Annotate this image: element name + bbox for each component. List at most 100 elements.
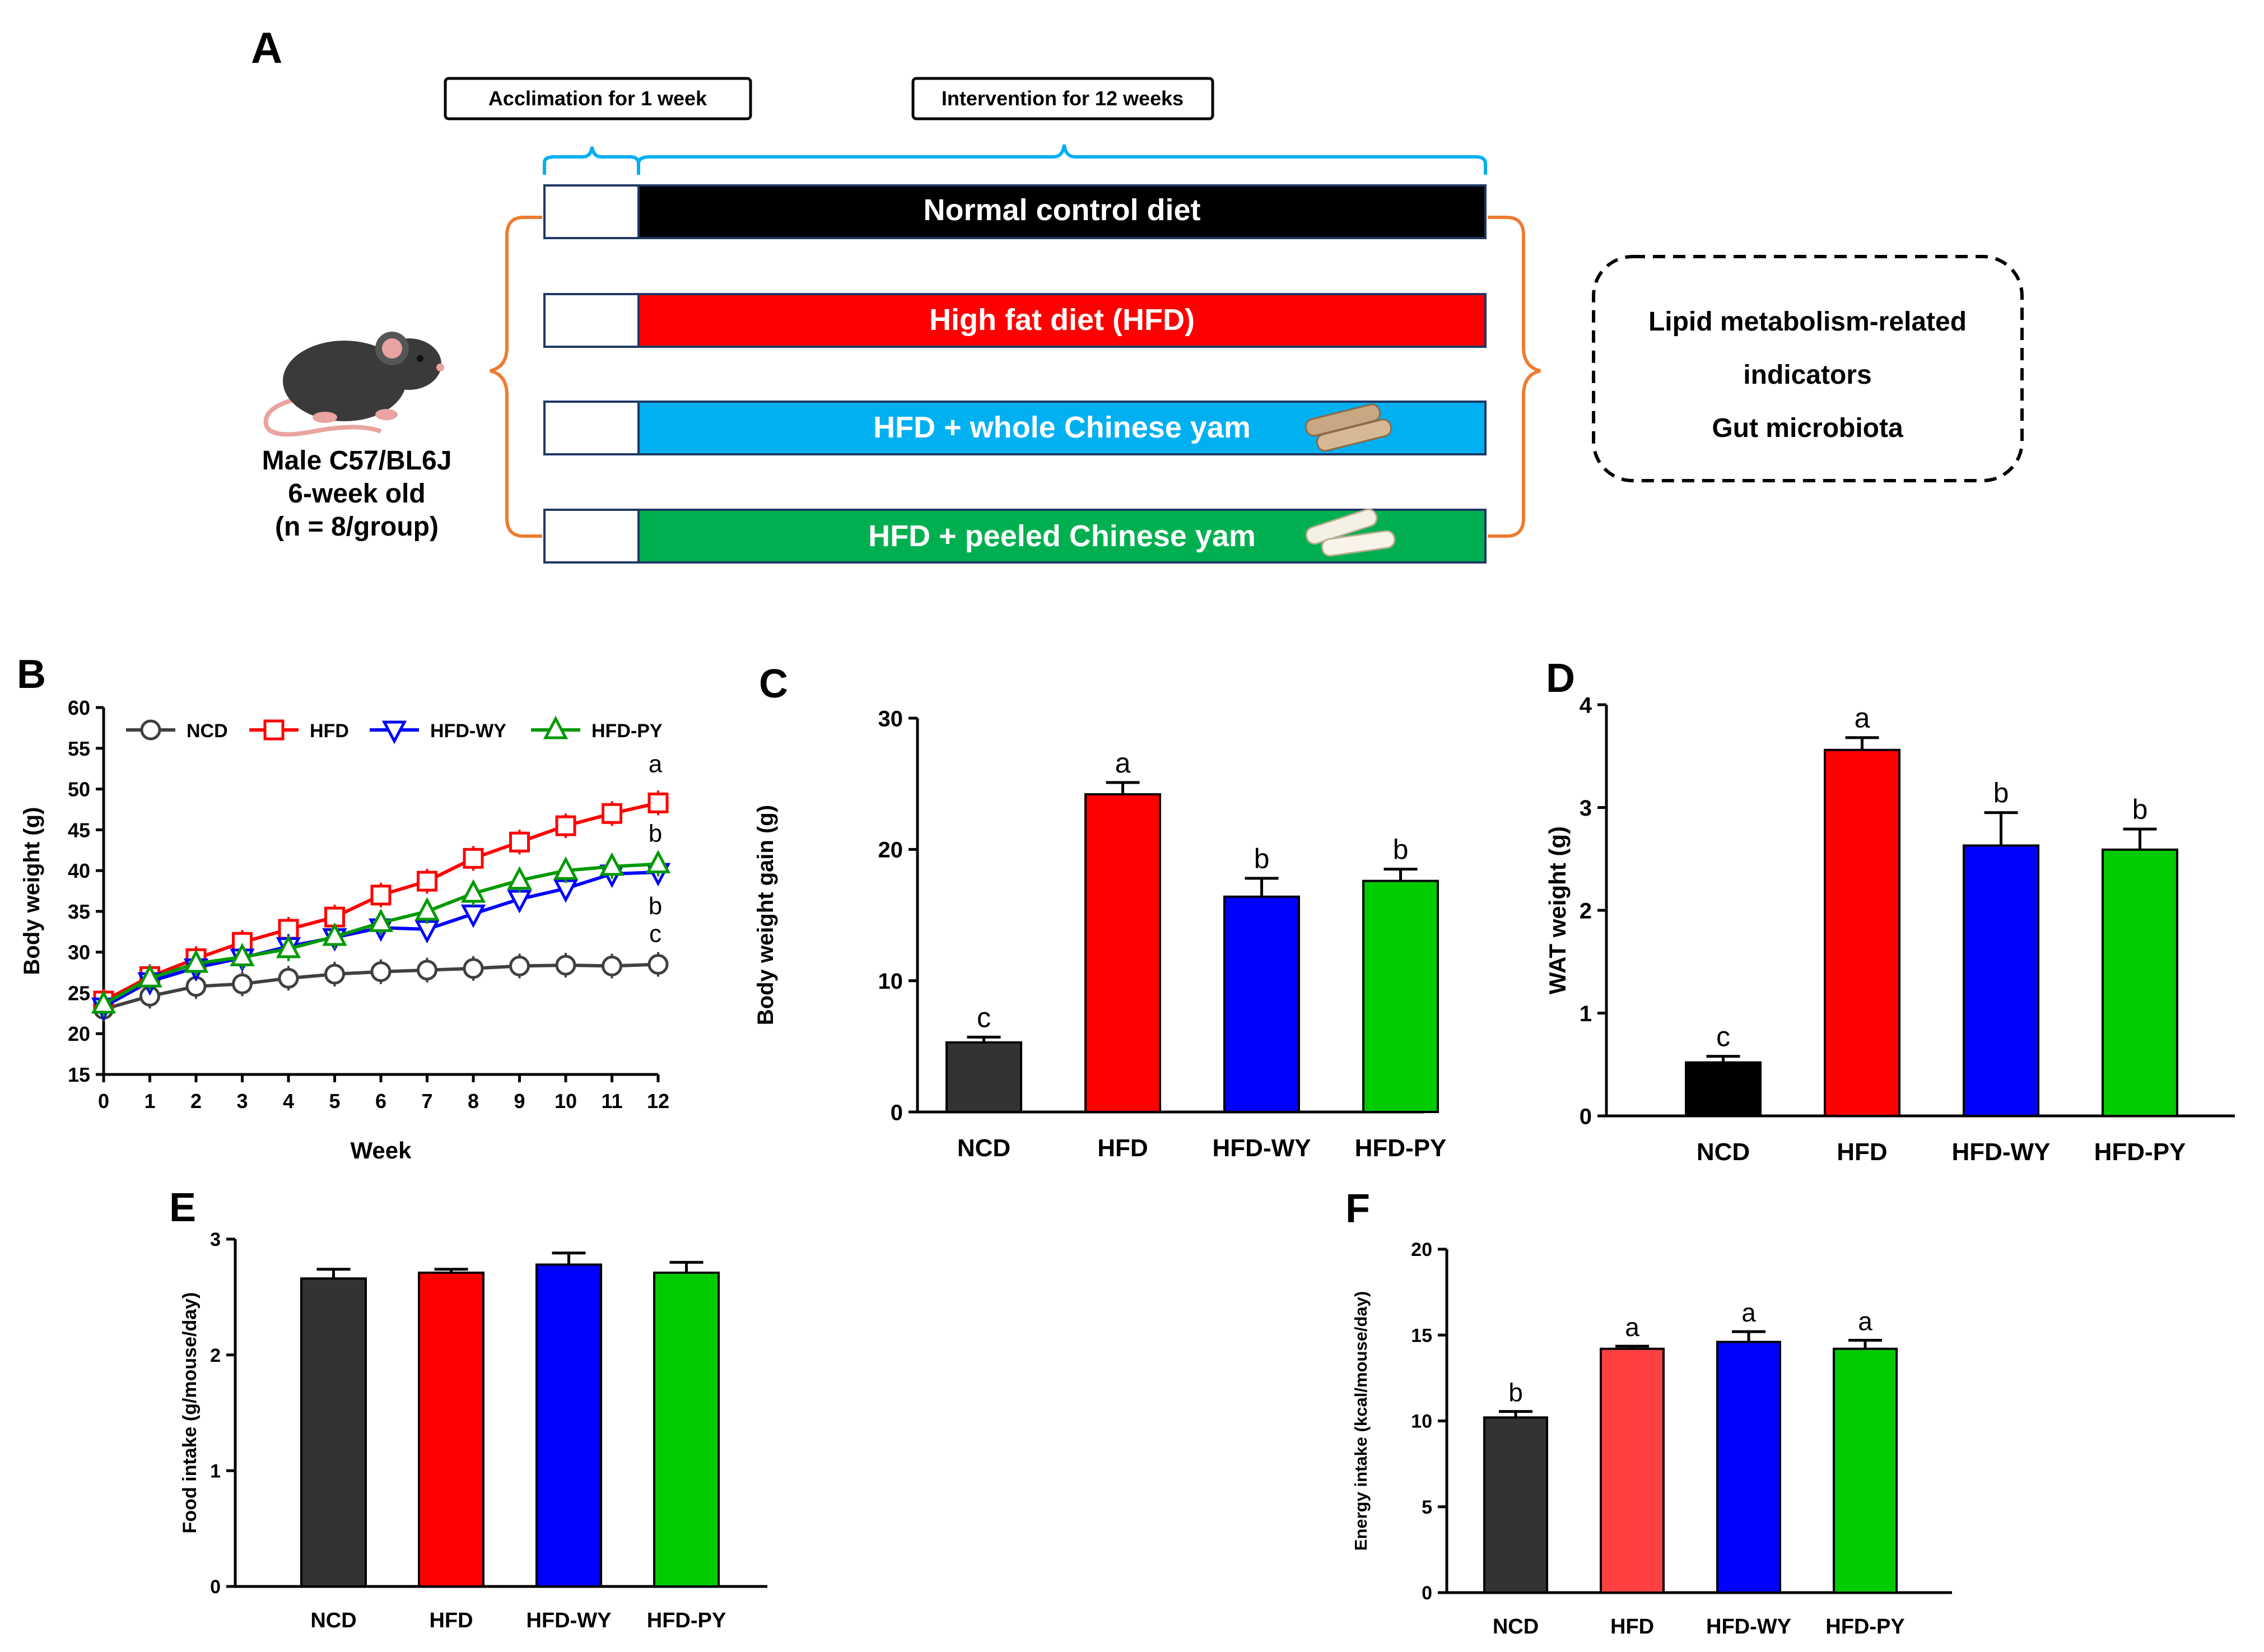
significance-letter: c [649,920,662,948]
panel-letter: E [169,1185,196,1230]
bar-hfd [1084,793,1161,1113]
data-point-hfd-py [276,934,301,958]
data-point-hfd [463,848,484,869]
acclimation-cell [543,509,640,564]
intervention-bracket [637,144,1487,175]
significance-letter: a [649,750,663,778]
x-category-label: NCD [1493,1615,1539,1639]
x-category-label: HFD-WY [1706,1615,1791,1639]
y-tick-label: 1 [210,1461,221,1482]
data-point-hfd [417,871,437,892]
data-point-ncd [647,954,669,975]
significance-letter: a [1115,747,1131,779]
x-category-label: HFD [1837,1138,1887,1166]
data-point-ncd [278,967,299,989]
x-category-label: HFD-WY [1213,1134,1311,1162]
data-point-hfd-py [553,856,579,880]
legend-label: NCD [187,720,228,742]
x-tick-label: 11 [601,1090,622,1113]
data-point-ncd [555,955,576,976]
y-tick-label: 0 [1580,1104,1592,1129]
diet-bar-label: HFD + peeled Chinese yam [868,519,1256,553]
bar-hfd-py [653,1271,720,1588]
panel-a-letter: A [251,23,282,72]
bar-hfd [1600,1347,1665,1594]
y-axis-label: Energy intake (kcal/mouse/day) [1351,1291,1371,1551]
significance-letter: a [1855,702,1870,734]
x-tick-label: 3 [236,1090,248,1113]
diet-bar-label: Normal control diet [923,193,1200,227]
y-tick-label: 35 [68,900,90,923]
bar-ncd [1483,1416,1548,1594]
acclimation-cell [543,184,640,239]
bar-hfd-py [1362,879,1439,1114]
panel-c-chart: C 0 10 20 30 Body weight gain (g) c NCD a HFD b HFD… [753,662,1446,1162]
y-axis-label: WAT weight (g) [1544,826,1571,994]
legend-marker [381,720,407,744]
data-point-hfd-py [507,866,532,890]
x-tick-label: 5 [329,1090,340,1113]
mouse-label-line-1: Male C57/BL6J [262,446,452,476]
significance-letter: a [1741,1298,1756,1327]
x-tick-label: 1 [144,1090,155,1113]
x-category-label: HFD-WY [527,1609,612,1632]
significance-letter: b [1508,1378,1523,1407]
diet-bar-ncd: Normal control diet [543,184,1487,239]
x-category-label: HFD-PY [1355,1134,1447,1162]
peeled-yam-illustration [1305,508,1396,557]
significance-letter: a [1858,1306,1872,1335]
x-category-label: HFD [429,1609,473,1632]
bar-hfd-wy [1716,1341,1781,1594]
y-axis-label: Body weight gain (g) [753,805,778,1025]
significance-letter: b [2132,794,2148,825]
significance-letter: b [649,820,662,847]
data-point-ncd [602,955,622,976]
panel-letter: B [17,652,46,697]
data-point-hfd-py [230,943,255,966]
x-category-label: NCD [957,1134,1010,1162]
y-tick-label: 1 [1580,1002,1592,1026]
x-category-label: HFD [1610,1615,1654,1639]
x-tick-label: 10 [555,1090,577,1113]
significance-letter: b [649,892,662,920]
panel-letter: D [1546,656,1575,701]
panel-letter: C [759,662,788,706]
bar-hfd-wy [1223,895,1300,1114]
x-tick-label: 2 [190,1090,202,1113]
y-tick-label: 40 [68,859,90,882]
data-point-ncd [463,958,484,979]
y-tick-label: 4 [1580,693,1592,718]
y-tick-label: 30 [878,706,903,731]
panel-d-chart: D 0 1 2 3 4 WAT weight (g) c NCD a HFD b HFD-WY b HFD-… [1544,656,2235,1166]
outcome-line-1: Lipid metabolism-related [1648,307,1967,337]
y-tick-label: 0 [1422,1583,1432,1604]
data-point-hfd-py [183,949,209,973]
panel-a: A Acclimation for 1 week Intervention fo… [251,23,2024,564]
legend-label: HFD [310,720,349,742]
diet-bar-label: High fat diet (HFD) [929,303,1195,337]
x-tick-label: 4 [283,1090,294,1113]
y-tick-label: 20 [878,838,903,863]
significance-letter: b [1993,778,2009,809]
bar-hfd-wy [535,1263,602,1588]
data-point-hfd-wy [414,920,440,944]
data-point-hfd [509,831,530,853]
data-point-hfd-py [645,850,671,873]
legend-marker [263,719,285,741]
diet-bar-fill [637,184,1487,239]
x-tick-label: 8 [468,1090,479,1113]
diet-bar-hfd: High fat diet (HFD) [543,293,1487,348]
bar-ncd [1685,1061,1762,1117]
y-axis-label: Body weight (g) [20,807,44,975]
acclimation-box [444,77,752,120]
outcome-line-2: indicators [1743,360,1871,390]
mouse-label-line-2: 6-week old [288,479,425,509]
y-tick-label: 5 [1422,1497,1432,1518]
panel-e-chart: E 0 1 2 3 Food intake (g/mouse/day) NCD HFD HFD-… [169,1185,767,1632]
outcome-line-3: Gut microbiota [1712,413,1903,443]
x-tick-label: 7 [421,1090,432,1113]
y-tick-label: 10 [878,969,903,994]
legend-label: HFD-WY [430,720,506,742]
data-point-hfd [602,803,622,824]
